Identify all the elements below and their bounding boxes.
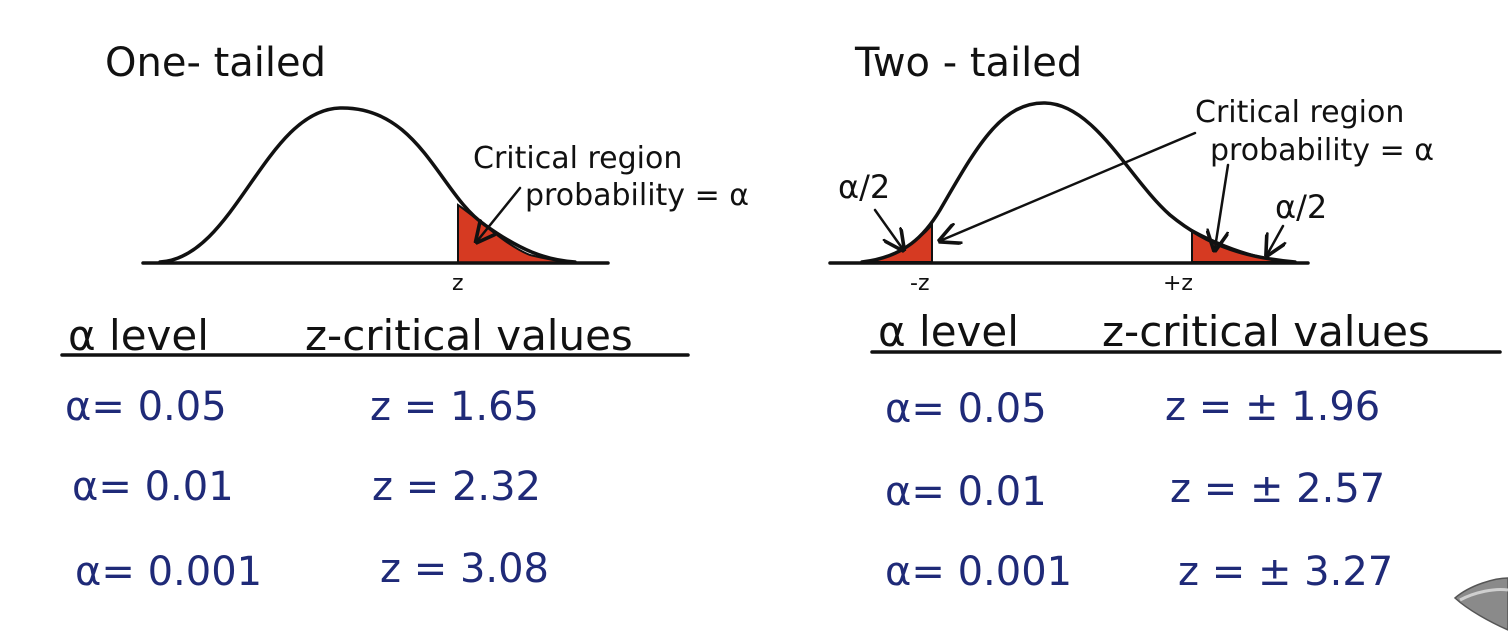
one-tailed-title: One- tailed	[105, 40, 326, 86]
two-tailed-header-z: z-critical values	[1102, 307, 1430, 356]
two-tailed-row-1-alpha: α= 0.05	[885, 386, 1047, 432]
one-tailed-row-1-z: z = 1.65	[370, 384, 539, 430]
two-tailed-axis-label-plus-z: +z	[1163, 271, 1193, 296]
two-tailed-row-3-z: z = ± 3.27	[1178, 549, 1393, 595]
one-tailed-header-alpha: α level	[68, 311, 209, 360]
two-tailed-annotation-arrow-left	[942, 131, 1197, 240]
two-tailed-right-critical-region	[1191, 228, 1291, 263]
marker-pen-icon	[1453, 577, 1508, 631]
two-tailed-left-tail-label: α/2	[838, 168, 890, 206]
one-tailed-annotation-line1: Critical region	[473, 141, 682, 176]
one-tailed-axis-label-z: z	[452, 271, 464, 296]
two-tailed-row-2-z: z = ± 2.57	[1170, 466, 1385, 512]
one-tailed-annotation-arrow	[478, 186, 522, 240]
two-tailed-right-tail-arrow	[1268, 224, 1283, 253]
two-tailed-annotation-arrow-right	[1215, 163, 1230, 248]
one-tailed-row-3-alpha: α= 0.001	[75, 549, 262, 595]
one-tailed-row-3-z: z = 3.08	[380, 546, 549, 592]
one-tailed-row-1-alpha: α= 0.05	[65, 384, 227, 430]
one-tailed-panel: One- tailed Critical region probability …	[60, 40, 749, 595]
one-tailed-row-2-z: z = 2.32	[372, 464, 541, 510]
one-tailed-annotation-line2: probability = α	[525, 178, 749, 213]
two-tailed-title: Two - tailed	[854, 40, 1082, 86]
one-tailed-bell-curve	[158, 106, 577, 264]
two-tailed-row-2-alpha: α= 0.01	[885, 469, 1047, 515]
two-tailed-panel: Two - tailed Critical region probability…	[828, 40, 1502, 595]
two-tailed-bell-curve	[860, 101, 1297, 264]
two-tailed-right-tail-label: α/2	[1275, 188, 1327, 226]
one-tailed-row-2-alpha: α= 0.01	[72, 464, 234, 510]
two-tailed-row-1-z: z = ± 1.96	[1165, 384, 1380, 430]
two-tailed-header-alpha: α level	[878, 307, 1019, 356]
two-tailed-axis-label-minus-z: -z	[910, 271, 930, 296]
two-tailed-annotation-line2: probability = α	[1210, 133, 1434, 168]
two-tailed-annotation-line1: Critical region	[1195, 95, 1404, 130]
two-tailed-left-tail-arrow	[873, 208, 902, 248]
one-tailed-critical-region	[457, 203, 576, 264]
one-tailed-header-z: z-critical values	[305, 311, 633, 360]
two-tailed-row-3-alpha: α= 0.001	[885, 549, 1072, 595]
